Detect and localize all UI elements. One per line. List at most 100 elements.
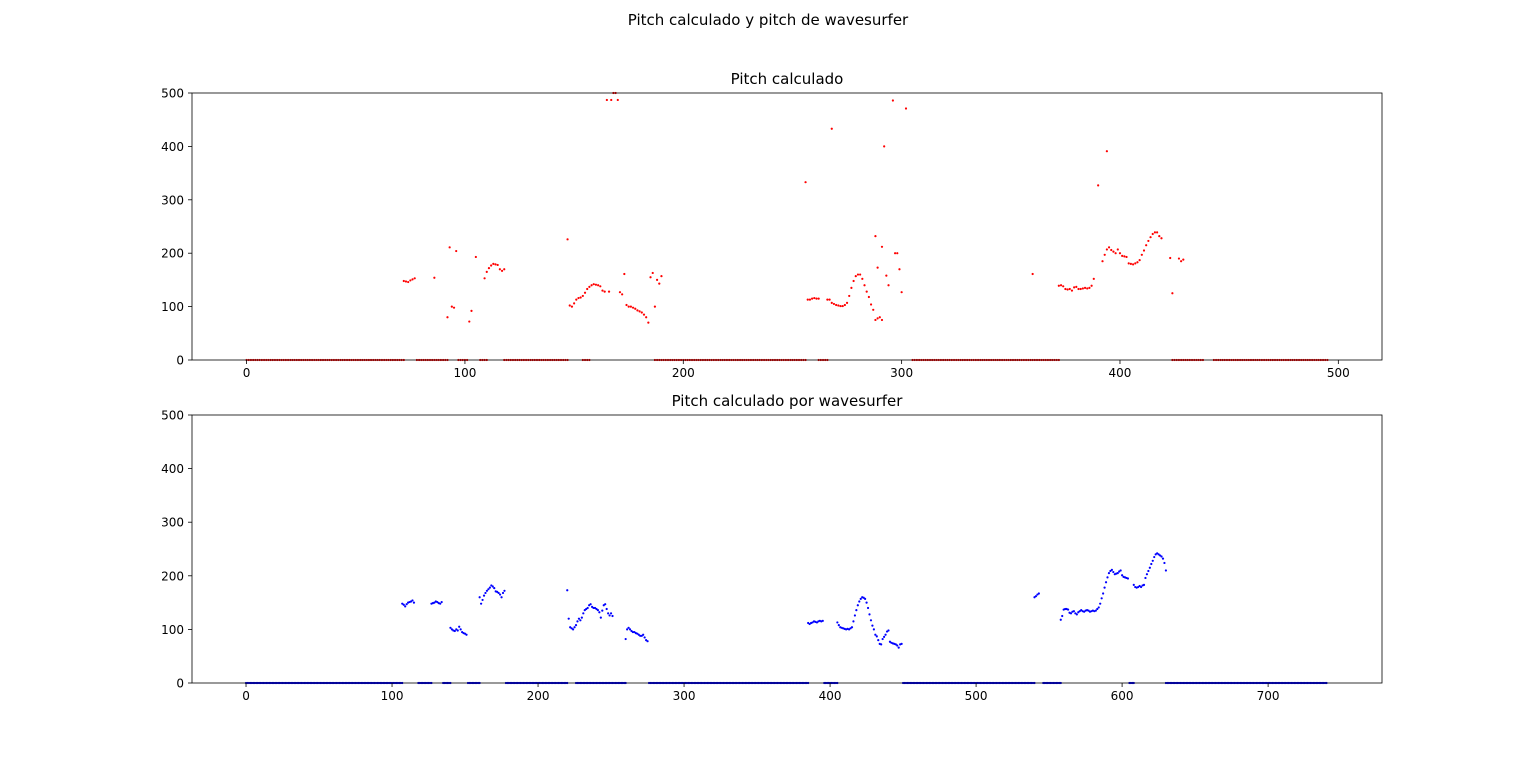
data-point bbox=[836, 621, 839, 624]
data-point bbox=[604, 603, 607, 606]
data-point bbox=[1103, 253, 1106, 256]
data-point bbox=[645, 316, 648, 319]
data-point bbox=[1164, 569, 1167, 572]
data-point bbox=[852, 279, 855, 283]
data-point bbox=[837, 304, 840, 307]
data-point bbox=[490, 264, 493, 267]
data-point bbox=[876, 317, 879, 320]
data-point bbox=[485, 270, 488, 273]
data-point bbox=[498, 593, 502, 596]
data-point bbox=[433, 276, 436, 279]
data-point bbox=[402, 603, 405, 606]
data-point bbox=[1086, 287, 1089, 290]
data-point bbox=[586, 287, 589, 291]
chart-top-pitch-calculado: Pitch calculado 0 100 200 300 400 500 0 100 200 30… bbox=[161, 70, 1383, 380]
data-point bbox=[485, 589, 489, 592]
data-point bbox=[653, 305, 657, 308]
data-point bbox=[856, 273, 860, 276]
data-point bbox=[607, 612, 610, 615]
data-point bbox=[494, 263, 497, 266]
data-point bbox=[859, 597, 862, 600]
data-point bbox=[478, 596, 481, 599]
data-point bbox=[850, 626, 854, 629]
data-point bbox=[456, 629, 459, 632]
data-point bbox=[874, 633, 877, 636]
x-tick-label: 0 bbox=[242, 689, 250, 703]
data-point bbox=[1118, 252, 1122, 255]
data-point bbox=[1090, 284, 1093, 287]
data-point bbox=[880, 318, 884, 322]
data-point bbox=[583, 291, 587, 294]
x-tick-label: 200 bbox=[672, 366, 695, 380]
data-point bbox=[863, 284, 866, 287]
data-point bbox=[642, 313, 646, 316]
data-point bbox=[1114, 252, 1117, 255]
y-tick-label: 400 bbox=[161, 462, 184, 476]
data-point bbox=[597, 284, 600, 287]
x-tick-label: 300 bbox=[890, 366, 913, 380]
data-point bbox=[1059, 284, 1063, 287]
data-point bbox=[643, 636, 646, 639]
data-point bbox=[1132, 583, 1135, 587]
data-point bbox=[500, 269, 504, 272]
data-point bbox=[1116, 248, 1119, 251]
y-tick-label: 0 bbox=[176, 677, 184, 691]
data-point bbox=[579, 619, 582, 622]
data-point bbox=[642, 633, 645, 636]
x-tick-label: 0 bbox=[243, 366, 251, 380]
data-point bbox=[492, 262, 495, 265]
data-point bbox=[865, 290, 868, 293]
data-point bbox=[404, 605, 407, 608]
data-point bbox=[1180, 260, 1183, 263]
data-point bbox=[439, 602, 442, 605]
data-point bbox=[487, 267, 491, 270]
data-point bbox=[883, 145, 886, 148]
data-point bbox=[1107, 246, 1111, 249]
data-point bbox=[575, 298, 578, 301]
data-point bbox=[497, 591, 500, 595]
data-point bbox=[1163, 561, 1166, 565]
data-point bbox=[1061, 614, 1064, 618]
data-point bbox=[501, 591, 505, 595]
x-tick-label: 200 bbox=[527, 689, 550, 703]
data-point bbox=[1062, 285, 1065, 288]
data-point bbox=[631, 306, 635, 309]
data-point bbox=[867, 295, 870, 299]
data-point bbox=[1037, 592, 1040, 595]
data-point bbox=[839, 304, 842, 308]
data-point bbox=[1083, 286, 1087, 290]
data-point bbox=[574, 624, 578, 627]
data-point bbox=[1081, 287, 1084, 290]
data-point bbox=[855, 609, 858, 612]
data-point bbox=[891, 99, 895, 102]
data-point bbox=[1131, 263, 1135, 266]
data-point bbox=[1123, 255, 1126, 258]
data-point bbox=[884, 633, 887, 636]
data-point bbox=[1147, 569, 1150, 573]
data-point bbox=[605, 98, 608, 102]
data-point bbox=[859, 273, 862, 276]
data-point bbox=[582, 612, 585, 615]
data-point bbox=[503, 268, 506, 271]
data-point bbox=[887, 629, 890, 632]
x-tick-label: 300 bbox=[673, 689, 696, 703]
figure-suptitle: Pitch calculado y pitch de wavesurfer bbox=[627, 11, 909, 29]
data-point bbox=[488, 586, 491, 589]
data-point bbox=[1088, 286, 1091, 290]
data-point bbox=[1139, 585, 1143, 589]
data-point bbox=[880, 643, 883, 646]
axes-frame bbox=[191, 92, 1383, 361]
data-point bbox=[1145, 573, 1149, 576]
data-point bbox=[1099, 602, 1102, 605]
data-point bbox=[874, 235, 877, 238]
data-point bbox=[599, 616, 602, 619]
data-point bbox=[626, 628, 629, 631]
data-point bbox=[484, 591, 487, 595]
data-point bbox=[491, 585, 494, 588]
data-point bbox=[409, 279, 412, 282]
data-point bbox=[826, 298, 829, 301]
data-point bbox=[817, 297, 820, 300]
data-point bbox=[1105, 248, 1108, 251]
data-point bbox=[1105, 150, 1108, 153]
data-point bbox=[655, 278, 659, 281]
